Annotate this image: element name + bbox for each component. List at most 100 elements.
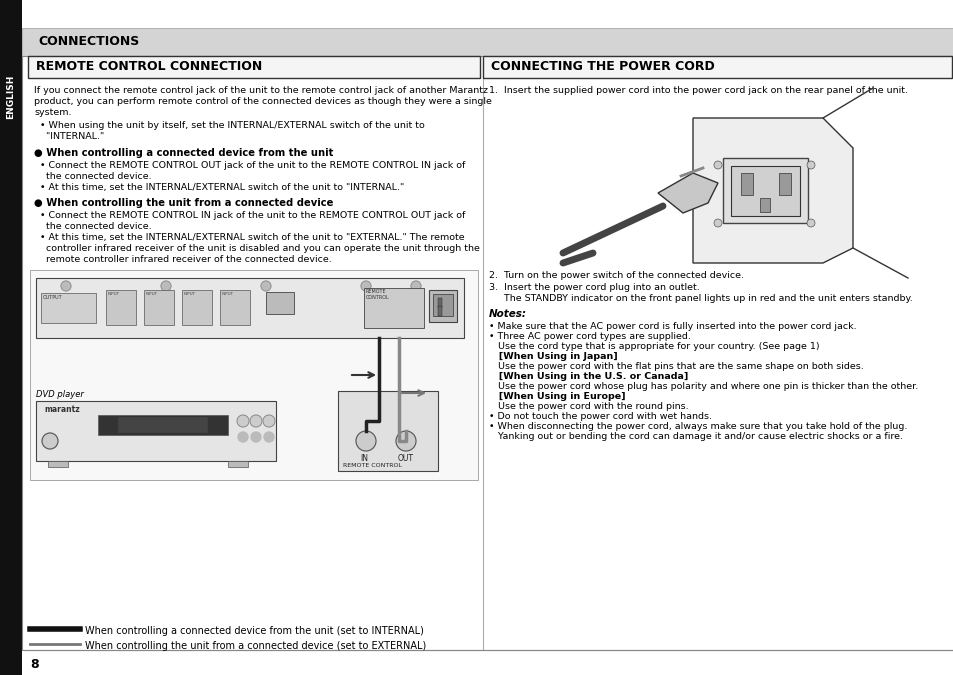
Circle shape <box>261 281 271 291</box>
Text: Use the power cord with the flat pins that are the same shape on both sides.: Use the power cord with the flat pins th… <box>489 362 862 371</box>
Bar <box>22 28 953 56</box>
Text: INPUT: INPUT <box>184 292 196 296</box>
Text: 8: 8 <box>30 658 38 671</box>
Bar <box>433 294 453 316</box>
Circle shape <box>250 415 262 427</box>
Text: When controlling a connected device from the unit (set to INTERNAL): When controlling a connected device from… <box>85 626 423 636</box>
Bar <box>182 290 212 325</box>
Text: [When Using in the U.S. or Canada]: [When Using in the U.S. or Canada] <box>489 372 688 381</box>
Circle shape <box>264 432 274 442</box>
Text: Use the power cord whose plug has polarity and where one pin is thicker than the: Use the power cord whose plug has polari… <box>489 382 918 391</box>
Circle shape <box>806 219 814 227</box>
Text: Use the cord type that is appropriate for your country. (See page 1): Use the cord type that is appropriate fo… <box>489 342 819 351</box>
Bar <box>28 56 479 78</box>
Text: • Connect the REMOTE CONTROL IN jack of the unit to the REMOTE CONTROL OUT jack : • Connect the REMOTE CONTROL IN jack of … <box>34 211 465 220</box>
Text: [When Using in Japan]: [When Using in Japan] <box>489 352 618 361</box>
Bar <box>106 290 136 325</box>
Text: 1.  Insert the supplied power cord into the power cord jack on the rear panel of: 1. Insert the supplied power cord into t… <box>489 86 907 95</box>
Text: controller infrared receiver of the unit is disabled and you can operate the uni: controller infrared receiver of the unit… <box>34 244 479 253</box>
Text: ● When controlling the unit from a connected device: ● When controlling the unit from a conne… <box>34 198 333 208</box>
Circle shape <box>360 281 371 291</box>
Bar <box>779 173 790 195</box>
Bar <box>48 461 68 467</box>
Text: marantz: marantz <box>44 405 80 414</box>
Text: remote controller infrared receiver of the connected device.: remote controller infrared receiver of t… <box>34 255 332 264</box>
Circle shape <box>713 219 721 227</box>
Circle shape <box>42 433 58 449</box>
Bar <box>22 0 953 28</box>
Text: ENGLISH: ENGLISH <box>7 75 15 119</box>
Text: OUT: OUT <box>397 454 414 463</box>
Bar <box>760 198 769 212</box>
Text: DVD player: DVD player <box>36 390 84 399</box>
Text: CONNECTIONS: CONNECTIONS <box>38 35 139 48</box>
Text: • At this time, set the INTERNAL/EXTERNAL switch of the unit to "INTERNAL.": • At this time, set the INTERNAL/EXTERNA… <box>34 183 404 192</box>
Bar <box>228 461 248 467</box>
Circle shape <box>161 281 171 291</box>
Bar <box>740 173 752 195</box>
Bar <box>30 270 477 480</box>
Bar <box>22 56 953 650</box>
Bar <box>437 298 441 308</box>
Text: ● When controlling a connected device from the unit: ● When controlling a connected device fr… <box>34 148 333 158</box>
Text: product, you can perform remote control of the connected devices as though they : product, you can perform remote control … <box>34 97 492 106</box>
Bar <box>36 278 463 338</box>
Bar <box>144 290 173 325</box>
Text: INPUT: INPUT <box>108 292 120 296</box>
Text: system.: system. <box>34 108 71 117</box>
Text: INPUT: INPUT <box>222 292 233 296</box>
Circle shape <box>395 431 416 451</box>
Text: IN: IN <box>359 454 368 463</box>
Bar <box>98 415 228 435</box>
Text: OUTPUT: OUTPUT <box>43 295 63 300</box>
Text: • Make sure that the AC power cord is fully inserted into the power cord jack.: • Make sure that the AC power cord is fu… <box>489 322 856 331</box>
Text: "INTERNAL.": "INTERNAL." <box>34 132 104 141</box>
Bar <box>0 0 22 675</box>
Text: • Do not touch the power cord with wet hands.: • Do not touch the power cord with wet h… <box>489 412 711 421</box>
Text: INPUT: INPUT <box>146 292 158 296</box>
Text: CONTROL: CONTROL <box>366 295 390 300</box>
Text: [When Using in Europe]: [When Using in Europe] <box>489 392 625 401</box>
Text: 3.  Insert the power cord plug into an outlet.: 3. Insert the power cord plug into an ou… <box>489 283 699 292</box>
Text: The STANDBY indicator on the front panel lights up in red and the unit enters st: The STANDBY indicator on the front panel… <box>489 294 912 303</box>
Text: REMOTE CONTROL: REMOTE CONTROL <box>343 463 401 468</box>
Text: Yanking out or bending the cord can damage it and/or cause electric shocks or a : Yanking out or bending the cord can dama… <box>489 432 902 441</box>
Text: • Three AC power cord types are supplied.: • Three AC power cord types are supplied… <box>489 332 690 341</box>
Bar <box>482 56 951 78</box>
Bar <box>41 293 96 323</box>
Text: • At this time, set the INTERNAL/EXTERNAL switch of the unit to "EXTERNAL." The : • At this time, set the INTERNAL/EXTERNA… <box>34 233 464 242</box>
Circle shape <box>61 281 71 291</box>
Circle shape <box>251 432 261 442</box>
Bar <box>722 158 807 223</box>
Text: REMOTE: REMOTE <box>366 289 386 294</box>
Text: Use the power cord with the round pins.: Use the power cord with the round pins. <box>489 402 688 411</box>
Polygon shape <box>658 173 718 213</box>
Bar <box>730 166 800 216</box>
Polygon shape <box>692 118 852 263</box>
Text: the connected device.: the connected device. <box>34 222 152 231</box>
Bar <box>220 290 250 325</box>
Text: 2.  Turn on the power switch of the connected device.: 2. Turn on the power switch of the conne… <box>489 271 743 280</box>
Circle shape <box>236 415 249 427</box>
Bar <box>266 292 294 314</box>
Circle shape <box>713 161 721 169</box>
Bar <box>118 417 208 433</box>
Circle shape <box>411 281 420 291</box>
Circle shape <box>806 161 814 169</box>
Text: CONNECTING THE POWER CORD: CONNECTING THE POWER CORD <box>491 60 714 73</box>
Text: • When disconnecting the power cord, always make sure that you take hold of the : • When disconnecting the power cord, alw… <box>489 422 906 431</box>
Bar <box>437 306 441 316</box>
Text: • When using the unit by itself, set the INTERNAL/EXTERNAL switch of the unit to: • When using the unit by itself, set the… <box>34 121 424 130</box>
Bar <box>364 288 423 328</box>
Text: When controlling the unit from a connected device (set to EXTERNAL): When controlling the unit from a connect… <box>85 641 426 651</box>
Circle shape <box>263 415 274 427</box>
Text: If you connect the remote control jack of the unit to the remote control jack of: If you connect the remote control jack o… <box>34 86 488 95</box>
Text: • Connect the REMOTE CONTROL OUT jack of the unit to the REMOTE CONTROL IN jack : • Connect the REMOTE CONTROL OUT jack of… <box>34 161 465 170</box>
Bar <box>36 401 275 461</box>
Bar <box>337 391 437 471</box>
Circle shape <box>355 431 375 451</box>
Text: the connected device.: the connected device. <box>34 172 152 181</box>
Bar <box>429 290 456 322</box>
Circle shape <box>237 432 248 442</box>
Text: REMOTE CONTROL CONNECTION: REMOTE CONTROL CONNECTION <box>36 60 262 73</box>
